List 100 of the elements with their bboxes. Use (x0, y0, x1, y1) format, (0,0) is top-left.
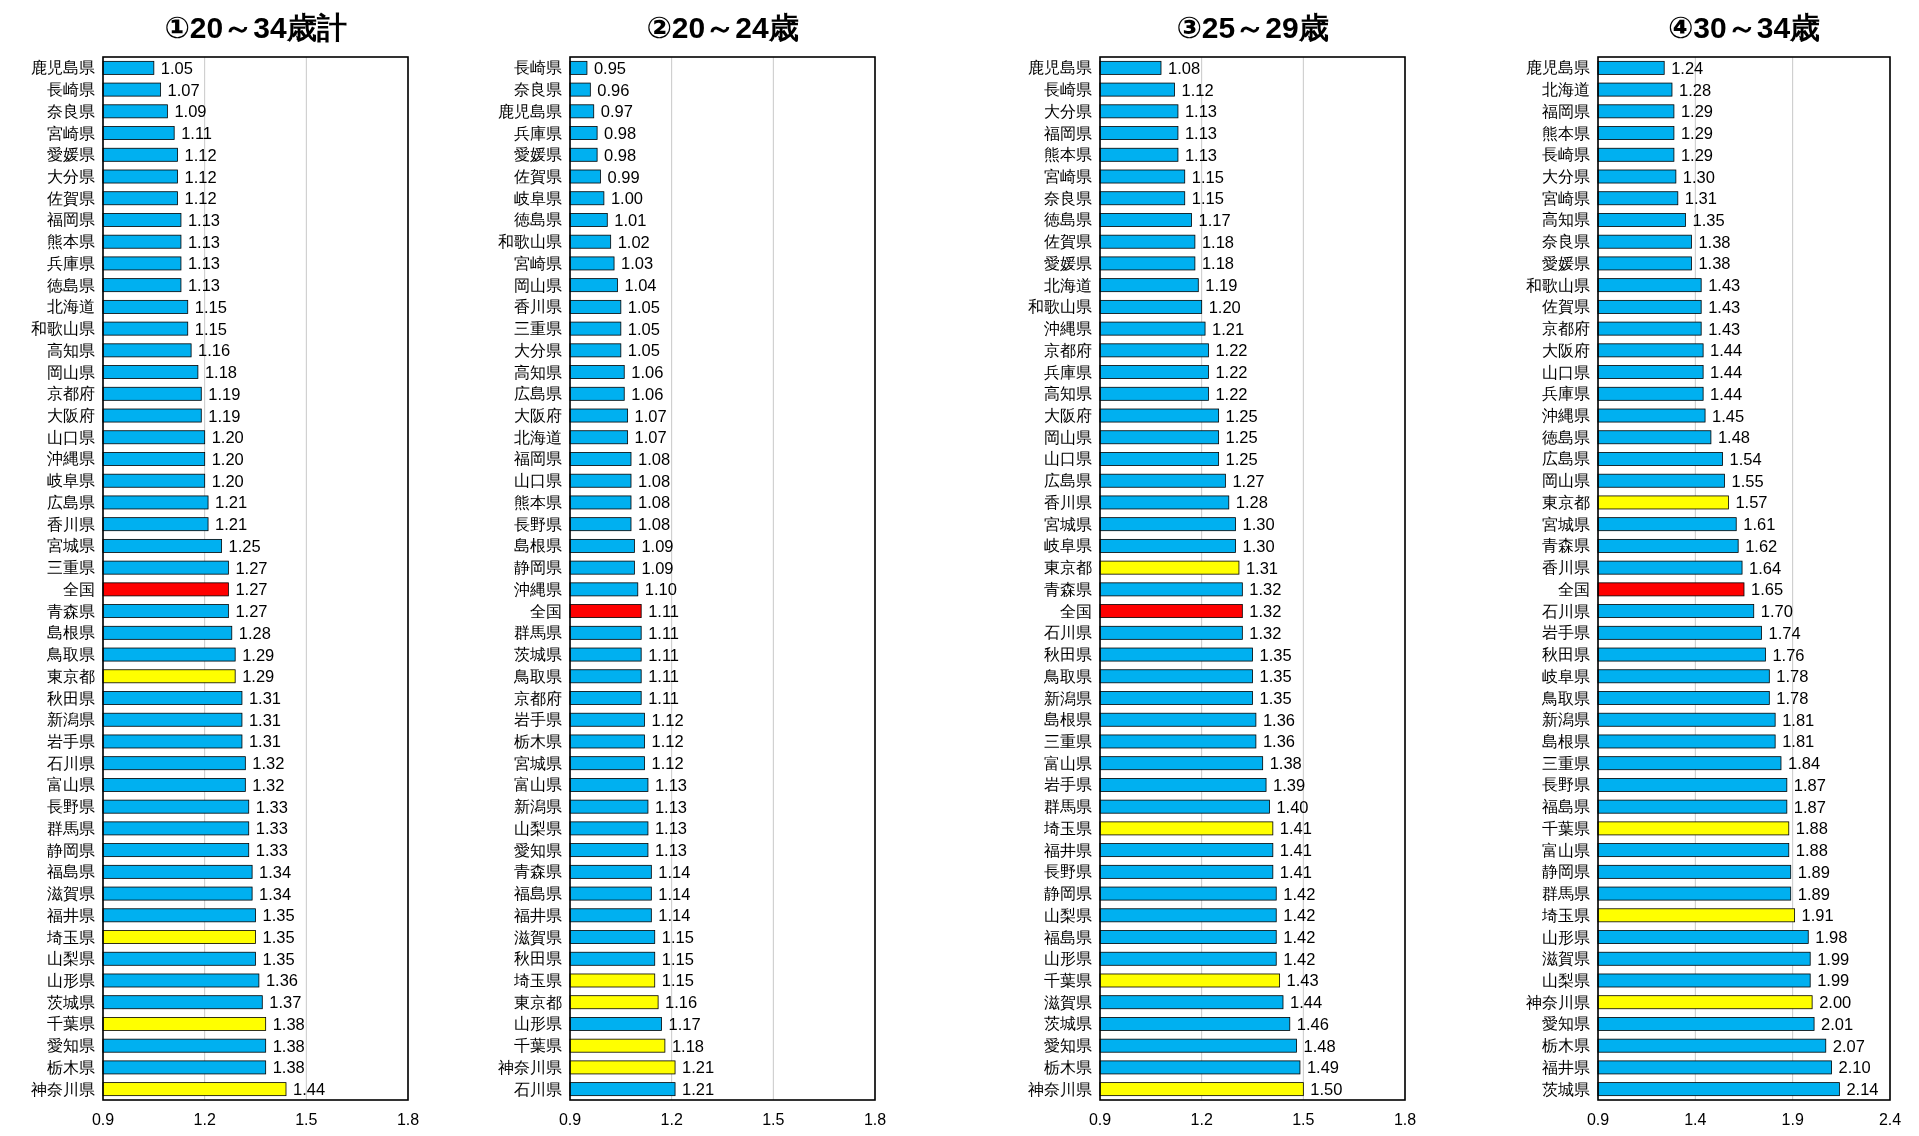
data-label: 1.13 (654, 841, 688, 860)
data-label: 1.29 (1680, 124, 1714, 143)
data-label: 1.11 (648, 623, 680, 642)
y-tick-label: 秋田県 (514, 950, 562, 968)
y-tick-label: 長崎県 (514, 59, 562, 77)
y-tick-label: 大阪府 (514, 407, 562, 425)
y-tick-label: 山口県 (1542, 363, 1590, 381)
y-tick-label: 福井県 (514, 906, 562, 924)
data-label: 1.98 (1815, 928, 1848, 947)
y-tick-label: 静岡県 (1542, 863, 1590, 881)
y-tick-label: 岡山県 (1542, 472, 1590, 490)
data-label: 1.08 (638, 471, 671, 490)
data-label: 1.32 (252, 754, 285, 773)
data-label: 1.43 (1286, 971, 1319, 990)
y-tick-label: 愛媛県 (1044, 254, 1092, 272)
y-tick-label: 埼玉県 (46, 928, 95, 946)
data-label: 1.25 (1225, 428, 1258, 447)
data-label: 1.41 (1279, 841, 1312, 860)
data-label: 1.00 (610, 189, 644, 208)
data-label: 1.10 (644, 580, 677, 599)
data-label: 1.11 (648, 645, 680, 664)
y-tick-label: 兵庫県 (514, 124, 562, 142)
y-tick-label: 埼玉県 (1541, 906, 1590, 924)
data-label: 1.30 (1242, 515, 1275, 534)
y-tick-label: 高知県 (514, 363, 562, 381)
data-label: 1.31 (248, 689, 282, 708)
y-tick-label: 大阪府 (47, 407, 95, 425)
data-label: 1.45 (1712, 406, 1745, 425)
data-label: 1.35 (1259, 689, 1292, 708)
data-label: 1.21 (1212, 319, 1245, 338)
y-tick-label: 京都府 (1542, 320, 1590, 338)
x-tick-label: 1.4 (1684, 1111, 1707, 1128)
y-tick-label: 山口県 (47, 428, 95, 446)
x-tick-label: 1.5 (1292, 1111, 1315, 1128)
data-label: 1.27 (235, 558, 268, 577)
y-tick-label: 山口県 (1044, 450, 1092, 468)
data-label: 1.39 (1273, 775, 1306, 794)
data-label: 1.27 (235, 580, 268, 599)
y-tick-label: 愛媛県 (47, 146, 95, 164)
data-label: 1.16 (665, 993, 698, 1012)
y-tick-label: 愛知県 (1044, 1037, 1092, 1055)
data-label: 1.03 (621, 254, 654, 273)
y-tick-label: 三重県 (514, 320, 562, 338)
y-tick-label: 高知県 (47, 341, 95, 359)
y-tick-label: 奈良県 (47, 102, 95, 120)
y-tick-label: 兵庫県 (1542, 385, 1590, 403)
data-label: 1.30 (1682, 167, 1715, 186)
data-label: 1.36 (1262, 732, 1296, 751)
y-tick-label: 長崎県 (1542, 146, 1590, 164)
y-tick-label: 福岡県 (1542, 102, 1590, 120)
data-label: 1.55 (1731, 471, 1764, 490)
y-tick-label: 長野県 (47, 798, 95, 816)
data-label: 1.64 (1749, 558, 1782, 577)
y-tick-label: 滋賀県 (514, 928, 562, 946)
data-label: 1.32 (252, 775, 285, 794)
y-tick-label: 静岡県 (47, 841, 95, 859)
y-tick-label: 島根県 (514, 537, 562, 555)
data-label: 1.99 (1817, 971, 1850, 990)
data-label: 2.10 (1838, 1058, 1871, 1077)
data-label: 0.97 (600, 102, 633, 121)
y-tick-label: 秋田県 (47, 689, 95, 707)
y-tick-label: 新潟県 (1044, 689, 1092, 707)
data-label: 1.20 (211, 449, 244, 468)
y-tick-label: 広島県 (1542, 450, 1590, 468)
data-label: 1.49 (1306, 1058, 1340, 1077)
data-label: 1.22 (1215, 384, 1248, 403)
y-tick-label: 神奈川県 (1028, 1080, 1092, 1098)
y-tick-label: 北海道 (47, 298, 95, 316)
x-tick-label: 1.2 (193, 1111, 216, 1128)
data-label: 1.19 (208, 384, 241, 403)
data-label: 1.33 (255, 841, 288, 860)
y-tick-label: 全国 (1558, 580, 1590, 598)
data-label: 1.32 (1249, 602, 1282, 621)
data-label: 1.57 (1735, 493, 1768, 512)
y-tick-label: 奈良県 (1044, 189, 1092, 207)
y-tick-label: 富山県 (1044, 754, 1092, 772)
data-label: 1.88 (1795, 819, 1828, 838)
y-tick-label: 三重県 (1044, 732, 1092, 750)
data-label: 1.24 (1671, 58, 1704, 77)
data-label: 1.43 (1708, 319, 1741, 338)
y-tick-label: 大分県 (514, 341, 562, 359)
data-label: 1.89 (1797, 862, 1830, 881)
y-tick-label: 秋田県 (1542, 646, 1590, 664)
y-tick-label: 福井県 (1044, 841, 1092, 859)
data-label: 1.13 (187, 232, 221, 251)
y-tick-label: 和歌山県 (1028, 298, 1092, 316)
y-tick-label: 東京都 (514, 993, 562, 1011)
data-label: 1.01 (614, 210, 647, 229)
data-label: 1.15 (194, 297, 227, 316)
data-label: 1.08 (1168, 58, 1201, 77)
chart-title: ②20～24歳 (646, 11, 799, 44)
x-tick-label: 1.2 (1190, 1111, 1213, 1128)
y-tick-label: 鹿児島県 (498, 102, 562, 120)
y-tick-label: 北海道 (1044, 276, 1092, 294)
data-label: 1.91 (1801, 906, 1834, 925)
data-label: 1.02 (617, 232, 650, 251)
y-tick-label: 山形県 (514, 1015, 562, 1033)
y-tick-label: 島根県 (1044, 711, 1092, 729)
data-label: 1.15 (1191, 189, 1224, 208)
y-tick-label: 大分県 (1542, 168, 1590, 186)
